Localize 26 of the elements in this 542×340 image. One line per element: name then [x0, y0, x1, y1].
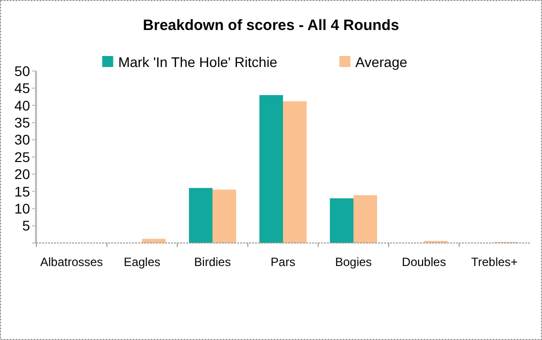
bar — [353, 195, 378, 243]
x-tick-label: Albatrosses — [40, 255, 103, 269]
y-tick-label: 20 — [14, 166, 30, 182]
y-tick-label: 40 — [14, 97, 30, 114]
x-tick-label: Birdies — [194, 255, 231, 269]
bar — [283, 101, 307, 243]
x-tick-label: Pars — [270, 255, 296, 269]
y-tick-label: 50 — [14, 62, 30, 79]
legend-label: Mark 'In The Hole' Ritchie — [118, 54, 278, 70]
y-tick-label: 45 — [14, 80, 30, 96]
y-tick-label: 5 — [22, 218, 30, 234]
y-tick-label: 25 — [14, 148, 30, 165]
y-tick-label: 35 — [14, 114, 30, 130]
bar — [212, 190, 236, 243]
y-tick-label: 30 — [14, 132, 30, 148]
bar — [188, 188, 213, 243]
y-tick-label: 15 — [14, 183, 30, 200]
x-tick-label: Doubles — [402, 255, 446, 269]
x-tick-label: Bogies — [335, 255, 372, 269]
bar — [259, 95, 283, 243]
chart-title: Breakdown of scores - All 4 Rounds — [142, 17, 400, 34]
legend-label: Average — [355, 54, 408, 70]
x-tick-label: Trebles+ — [471, 255, 518, 269]
bar — [330, 198, 354, 243]
y-tick-label: 10 — [14, 200, 30, 216]
x-tick-label: Eagles — [124, 255, 160, 269]
